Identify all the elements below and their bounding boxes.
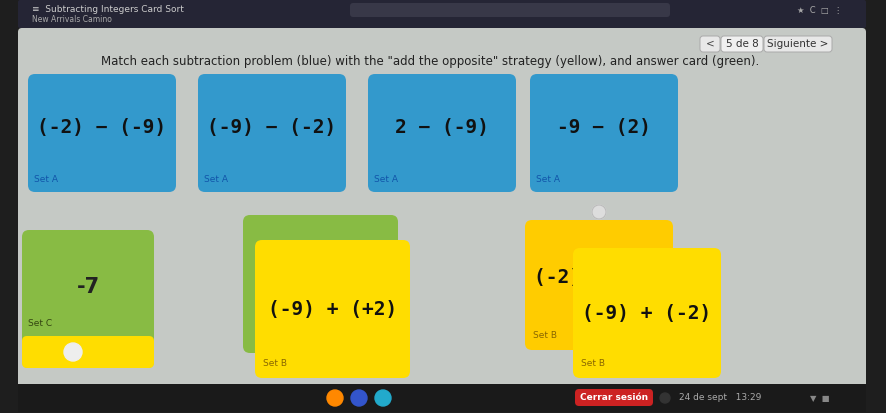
Circle shape [351, 390, 367, 406]
FancyBboxPatch shape [574, 389, 652, 406]
Circle shape [327, 390, 343, 406]
Text: (-9) + (+2): (-9) + (+2) [268, 299, 397, 318]
Text: Set A: Set A [204, 176, 228, 185]
Text: ★  C  □  ⋮: ★ C □ ⋮ [797, 5, 842, 14]
Text: Set B: Set B [532, 332, 556, 340]
FancyBboxPatch shape [525, 220, 672, 350]
FancyBboxPatch shape [22, 336, 154, 368]
Text: Siguiente >: Siguiente > [766, 39, 828, 49]
Text: Set A: Set A [374, 176, 398, 185]
Text: New Arrivals Camino: New Arrivals Camino [32, 16, 112, 24]
FancyBboxPatch shape [530, 74, 677, 192]
FancyBboxPatch shape [763, 36, 831, 52]
Circle shape [64, 343, 82, 361]
Text: Set A: Set A [34, 176, 58, 185]
FancyBboxPatch shape [350, 3, 669, 17]
FancyBboxPatch shape [572, 248, 720, 378]
FancyBboxPatch shape [22, 230, 154, 368]
Text: Set A: Set A [535, 176, 559, 185]
Text: Match each subtraction problem (blue) with the "add the opposite" strategy (yell: Match each subtraction problem (blue) wi… [101, 55, 758, 69]
Text: Set C: Set C [28, 320, 52, 328]
Text: Set B: Set B [580, 359, 604, 368]
FancyBboxPatch shape [198, 74, 346, 192]
Text: Set B: Set B [263, 359, 287, 368]
Text: (-9) + (-2): (-9) + (-2) [582, 304, 711, 323]
Text: -7: -7 [76, 277, 99, 297]
FancyBboxPatch shape [18, 0, 865, 28]
Text: 2 − (-9): 2 − (-9) [394, 119, 488, 138]
Text: <: < [705, 39, 713, 49]
FancyBboxPatch shape [720, 36, 762, 52]
Text: (-2) − (-9): (-2) − (-9) [37, 119, 167, 138]
FancyBboxPatch shape [254, 240, 409, 378]
Text: -9 − (2): -9 − (2) [556, 119, 650, 138]
Bar [18, 384, 865, 412]
FancyBboxPatch shape [243, 215, 398, 353]
FancyBboxPatch shape [28, 74, 175, 192]
Circle shape [375, 390, 391, 406]
FancyBboxPatch shape [368, 74, 516, 192]
Text: Cerrar sesión: Cerrar sesión [579, 393, 648, 402]
FancyBboxPatch shape [699, 36, 719, 52]
Text: 24 de sept   13:29: 24 de sept 13:29 [678, 394, 760, 403]
Circle shape [591, 205, 605, 219]
Text: (-9) − (-2): (-9) − (-2) [207, 119, 337, 138]
Circle shape [659, 393, 669, 403]
Text: ▼  ■: ▼ ■ [809, 394, 829, 403]
Text: (-2) + (+9): (-2) + (+9) [533, 268, 663, 287]
Text: 5 de 8: 5 de 8 [725, 39, 758, 49]
Text: ≡  Subtracting Integers Card Sort: ≡ Subtracting Integers Card Sort [32, 5, 183, 14]
FancyBboxPatch shape [18, 28, 865, 398]
